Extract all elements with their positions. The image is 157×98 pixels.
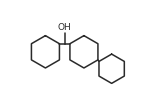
Text: OH: OH: [58, 23, 72, 32]
